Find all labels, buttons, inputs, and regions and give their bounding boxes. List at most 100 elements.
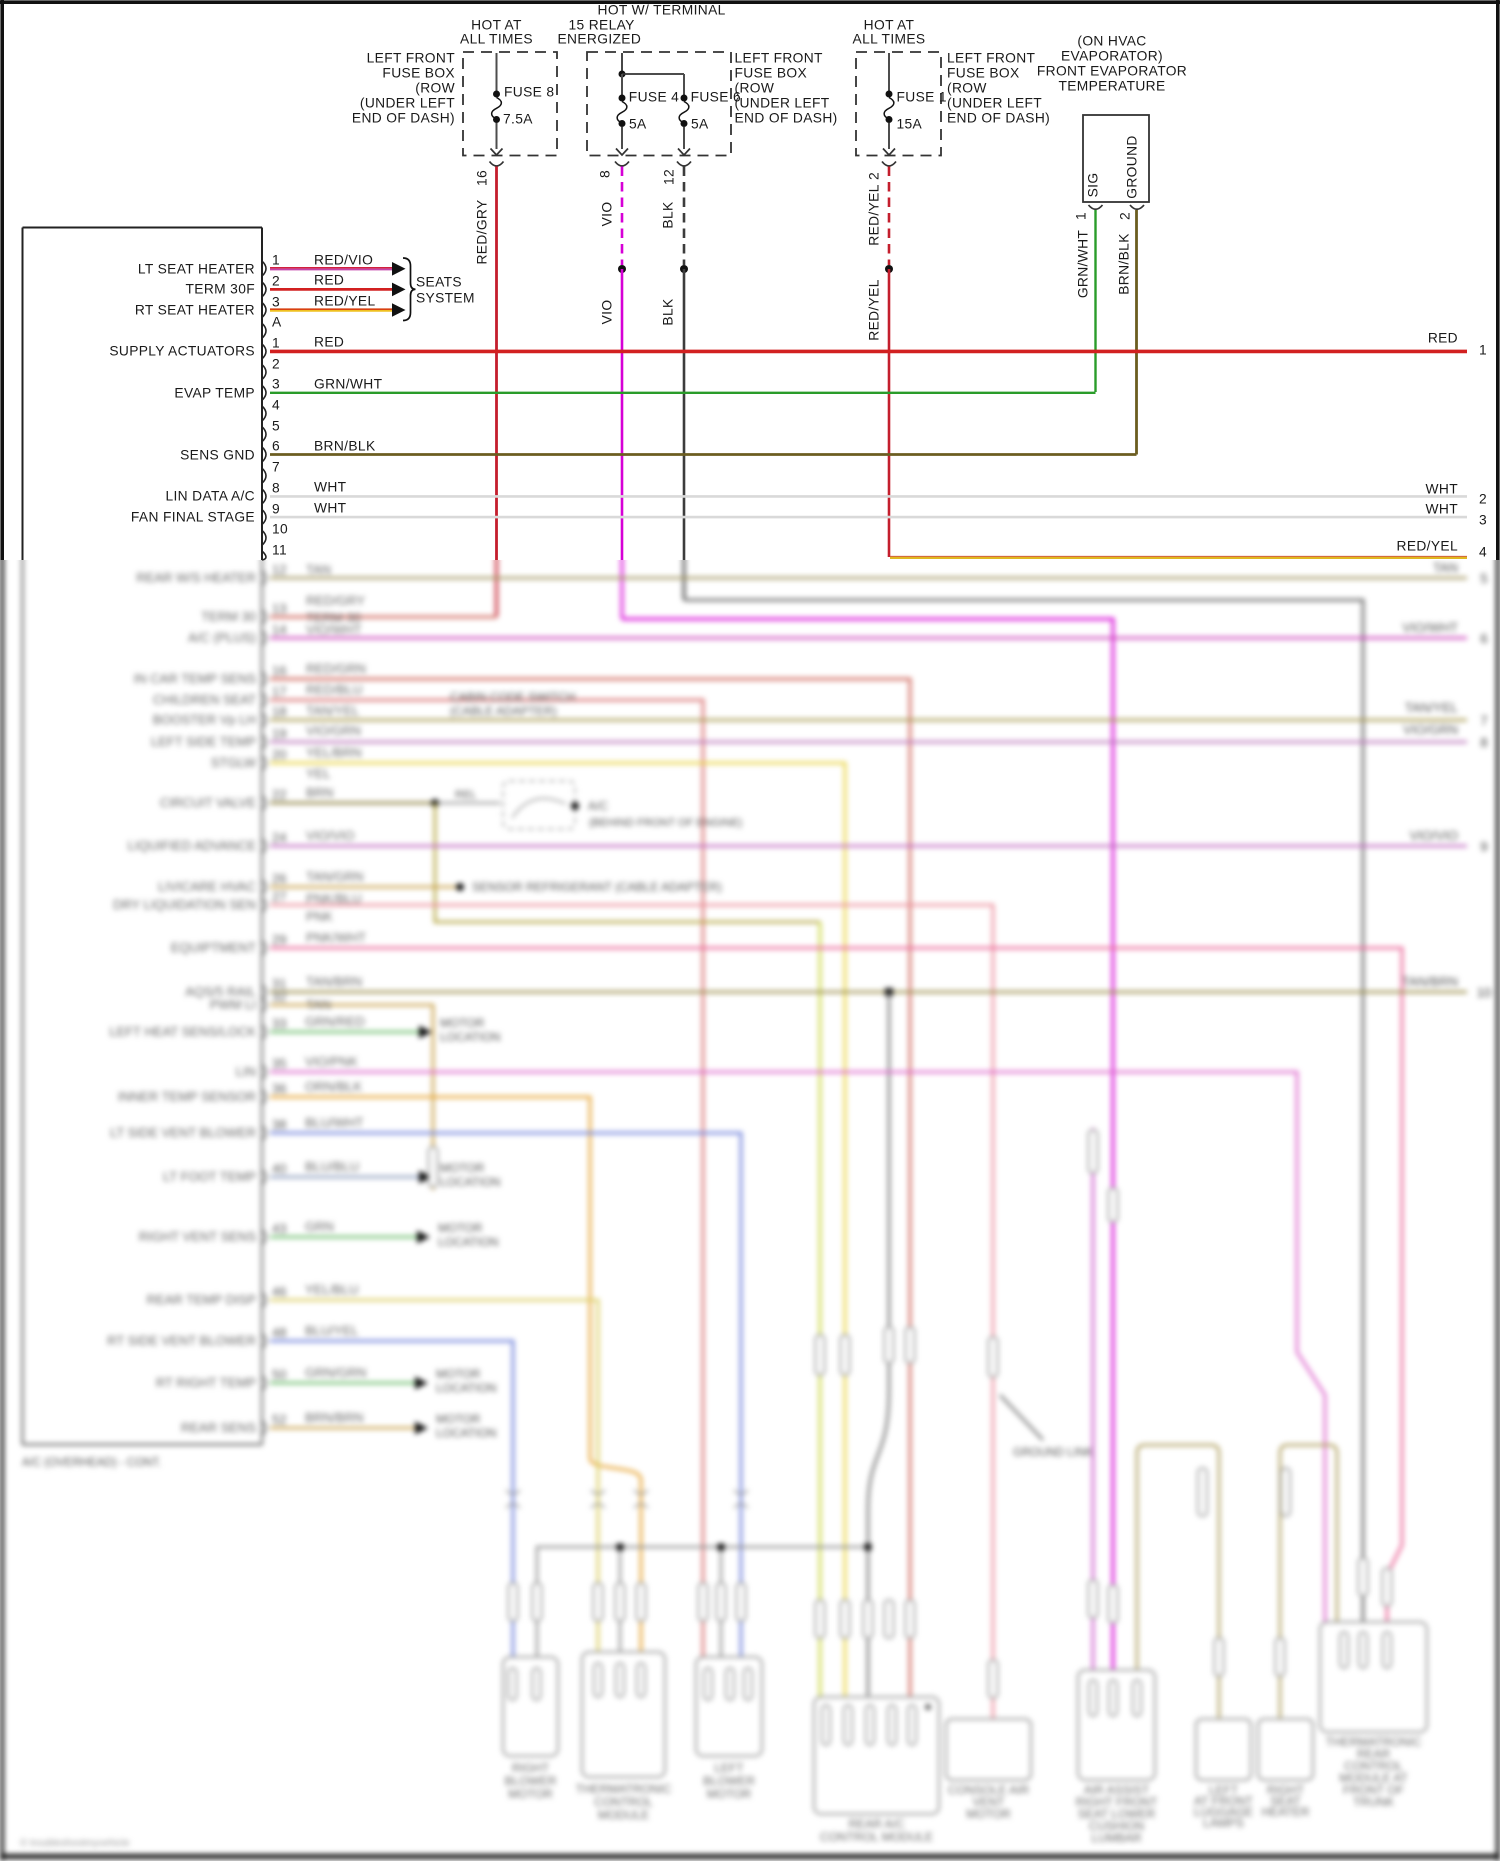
svg-text:BLU/WHT: BLU/WHT (305, 1115, 364, 1130)
svg-text:STGLW: STGLW (211, 755, 257, 770)
svg-text:VIO/GRN: VIO/GRN (306, 723, 361, 738)
svg-text:BRN: BRN (306, 785, 333, 800)
svg-text:35: 35 (272, 1056, 286, 1071)
svg-text:52: 52 (272, 1412, 286, 1427)
svg-text:VIO/WHT: VIO/WHT (306, 622, 362, 637)
svg-text:CIRCUIT VALVE: CIRCUIT VALVE (160, 795, 256, 810)
svg-text:A/C: A/C (588, 799, 608, 813)
svg-text:LOCATION: LOCATION (440, 1030, 500, 1044)
svg-text:AT FRONT: AT FRONT (1194, 1794, 1254, 1808)
svg-text:RIGHT VENT SENS: RIGHT VENT SENS (139, 1229, 257, 1244)
svg-text:SEAT: SEAT (1270, 1794, 1301, 1808)
svg-text:CONTROL MODULE: CONTROL MODULE (820, 1830, 933, 1844)
svg-text:32: 32 (272, 989, 286, 1004)
svg-text:INNER TEMP SENSOR: INNER TEMP SENSOR (118, 1089, 256, 1104)
svg-text:GRN/GRN: GRN/GRN (305, 1365, 366, 1380)
svg-text:BLOWER: BLOWER (504, 1774, 556, 1788)
svg-text:43: 43 (272, 1221, 286, 1236)
svg-text:38: 38 (272, 1117, 286, 1132)
svg-text:RIGHT: RIGHT (512, 1761, 550, 1775)
svg-text:TAN/YEL: TAN/YEL (1405, 700, 1458, 715)
svg-text:HEATER: HEATER (1262, 1805, 1310, 1819)
svg-text:LUMBAR: LUMBAR (1091, 1831, 1141, 1845)
svg-text:RED/GRY: RED/GRY (306, 593, 365, 608)
svg-text:LOCATION: LOCATION (440, 1175, 500, 1189)
svg-text:TERM 30: TERM 30 (201, 609, 256, 624)
svg-text:LIVICARE HVAC: LIVICARE HVAC (158, 879, 256, 894)
svg-text:MOTOR: MOTOR (440, 1016, 485, 1030)
svg-text:40: 40 (272, 1161, 286, 1176)
svg-text:17: 17 (272, 684, 286, 699)
svg-text:CONSOLE AIR: CONSOLE AIR (948, 1783, 1030, 1797)
svg-text:31: 31 (272, 976, 286, 991)
svg-text:RED/BLU: RED/BLU (306, 682, 362, 697)
svg-text:LEFT SIDE TEMP: LEFT SIDE TEMP (151, 734, 256, 749)
svg-text:EQUIPTMENT: EQUIPTMENT (171, 940, 256, 955)
svg-text:DRY LIQUIDATION SEN: DRY LIQUIDATION SEN (113, 897, 256, 912)
svg-text:48: 48 (272, 1325, 286, 1340)
svg-text:LOCATION: LOCATION (438, 1235, 498, 1249)
svg-text:REAR SENS: REAR SENS (181, 1420, 256, 1435)
svg-text:46: 46 (272, 1284, 286, 1299)
svg-text:AQS/5 RAIL: AQS/5 RAIL (185, 984, 256, 999)
svg-text:YEL/BLU: YEL/BLU (305, 1282, 358, 1297)
svg-text:YEL: YEL (306, 766, 331, 781)
svg-text:24: 24 (272, 830, 286, 845)
svg-text:REAR: REAR (1357, 1747, 1391, 1761)
svg-text:10: 10 (1477, 985, 1491, 1000)
svg-text:TAN/BRN: TAN/BRN (306, 974, 362, 989)
svg-text:PNK/BLU: PNK/BLU (306, 891, 362, 906)
svg-text:27: 27 (272, 889, 286, 904)
svg-text:IN CAR TEMP SENS: IN CAR TEMP SENS (134, 671, 257, 686)
svg-text:26: 26 (272, 871, 286, 886)
svg-text:REAR A/C: REAR A/C (848, 1817, 904, 1831)
svg-text:12: 12 (272, 562, 286, 577)
svg-text:BOOSTER Vp LH: BOOSTER Vp LH (153, 712, 256, 727)
svg-text:TAN: TAN (1433, 560, 1458, 575)
svg-text:MODULE: MODULE (598, 1808, 649, 1822)
svg-text:MOTOR: MOTOR (436, 1367, 481, 1381)
svg-text:TRUNK: TRUNK (1353, 1795, 1394, 1809)
svg-text:ORN/BLK: ORN/BLK (305, 1079, 362, 1094)
svg-text:CONTROL: CONTROL (594, 1795, 653, 1809)
svg-text:TAN/YEL: TAN/YEL (306, 703, 359, 718)
svg-text:PNK/WHT: PNK/WHT (306, 930, 366, 945)
svg-text:MOTOR: MOTOR (508, 1787, 553, 1801)
svg-text:VENT: VENT (972, 1795, 1005, 1809)
svg-text:LEFT: LEFT (1209, 1783, 1239, 1797)
svg-text:LAMPS: LAMPS (1203, 1816, 1244, 1830)
svg-text:VIO/VIO: VIO/VIO (306, 828, 354, 843)
svg-text:5: 5 (1480, 571, 1487, 586)
svg-text:33: 33 (272, 1016, 286, 1031)
svg-text:22: 22 (272, 787, 286, 802)
svg-text:LIQUIFIED ADVANCE: LIQUIFIED ADVANCE (128, 838, 257, 853)
svg-text:LIN: LIN (236, 1064, 256, 1079)
svg-text:RT SIDE VENT BLOWER: RT SIDE VENT BLOWER (107, 1333, 256, 1348)
svg-text:LEFT HEAT SENS/LOCK: LEFT HEAT SENS/LOCK (109, 1024, 256, 1039)
svg-text:FRONT OF: FRONT OF (1343, 1783, 1404, 1797)
svg-text:6: 6 (1480, 631, 1487, 646)
svg-text:7: 7 (1480, 713, 1487, 728)
svg-text:TAN/GRN: TAN/GRN (306, 869, 364, 884)
svg-text:CABIN CODE SWITCH: CABIN CODE SWITCH (450, 690, 575, 704)
svg-text:GRN/RED: GRN/RED (305, 1014, 365, 1029)
svg-text:A/C (PLUS): A/C (PLUS) (188, 630, 256, 645)
svg-text:REAR TEMP DISP: REAR TEMP DISP (147, 1292, 256, 1307)
svg-text:A/C (OVERHEAD) - CONT.: A/C (OVERHEAD) - CONT. (22, 1457, 161, 1469)
svg-text:(CABLE ADAPTER): (CABLE ADAPTER) (450, 704, 557, 718)
svg-text:GROUND LINK: GROUND LINK (1013, 1447, 1093, 1459)
svg-text:SEAT LOWER: SEAT LOWER (1078, 1807, 1156, 1821)
svg-text:TAN: TAN (306, 997, 331, 1012)
svg-text:MOTOR: MOTOR (440, 1161, 485, 1175)
svg-text:VIO/VIO: VIO/VIO (1410, 828, 1458, 843)
svg-text:VIO/WHT: VIO/WHT (1402, 620, 1458, 635)
svg-text:AIR ASSIST: AIR ASSIST (1084, 1783, 1150, 1797)
svg-text:LT FOOT TEMP: LT FOOT TEMP (163, 1169, 256, 1184)
svg-text:THERMATRONIC: THERMATRONIC (1326, 1735, 1422, 1749)
svg-text:16: 16 (272, 663, 286, 678)
svg-text:LEFT: LEFT (714, 1761, 744, 1775)
svg-text:CUSHION: CUSHION (1089, 1819, 1144, 1833)
svg-text:TERM 30: TERM 30 (306, 610, 361, 625)
svg-text:BLU/YEL: BLU/YEL (305, 1323, 358, 1338)
svg-text:9: 9 (1480, 839, 1487, 854)
